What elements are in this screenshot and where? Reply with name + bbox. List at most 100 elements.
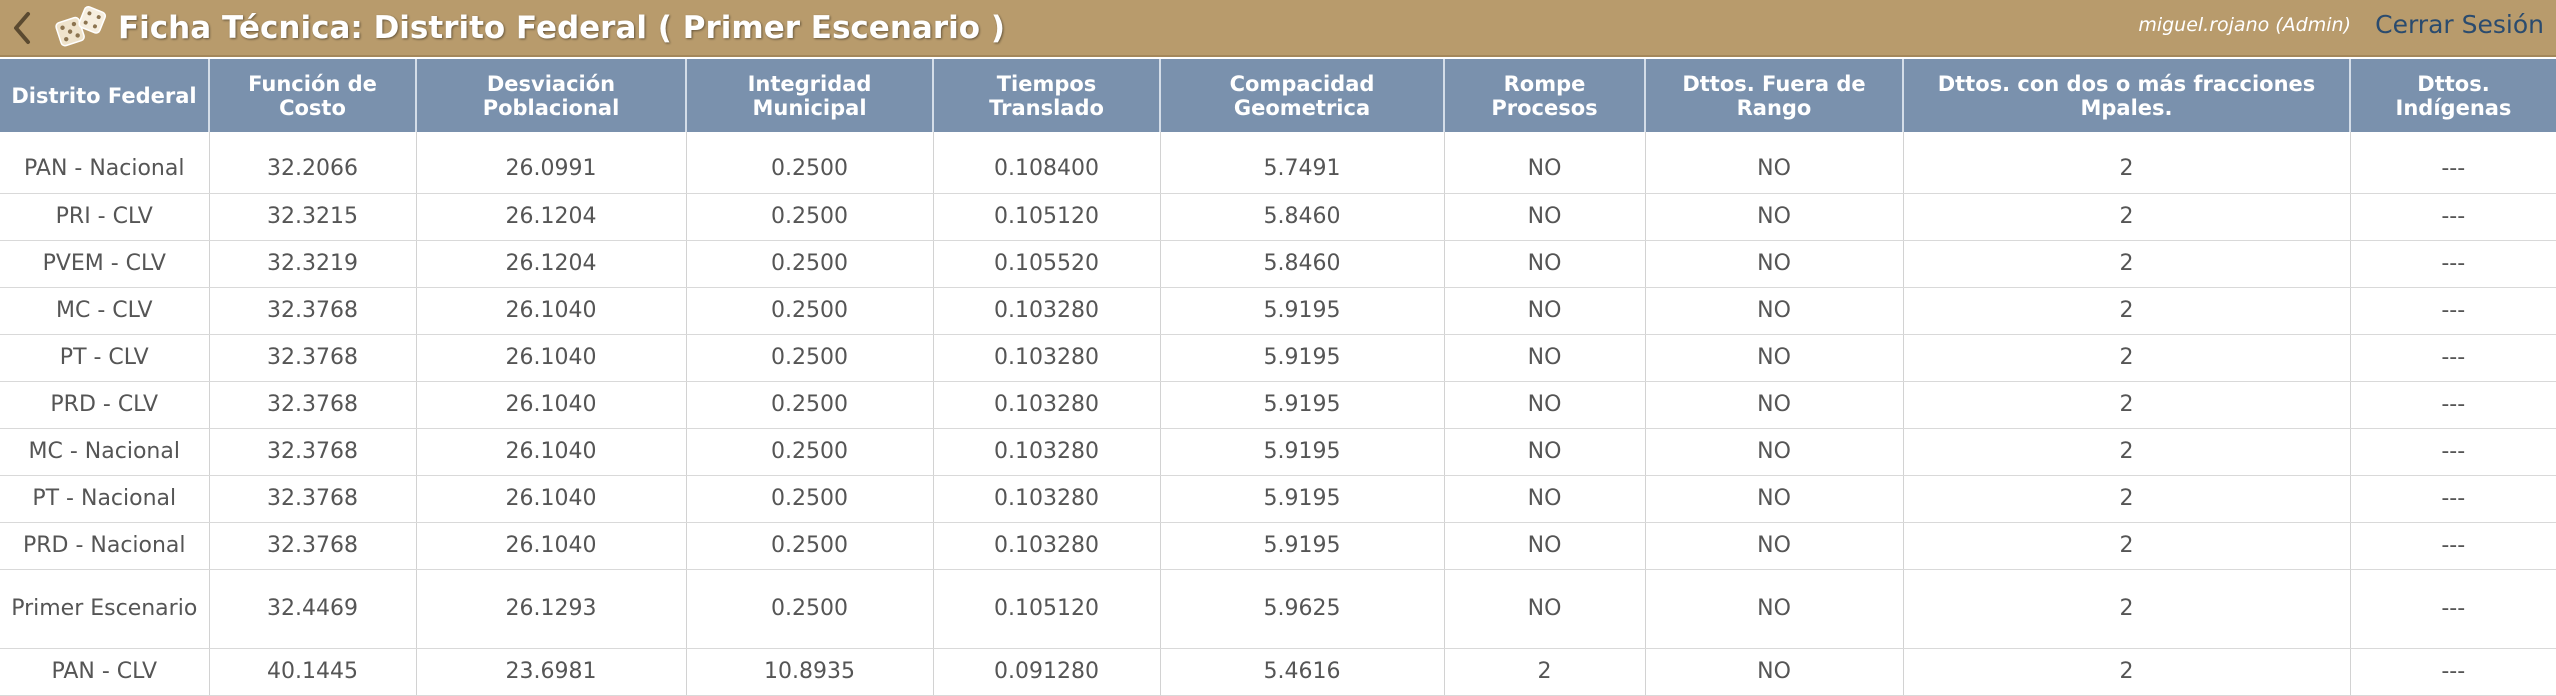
table-cell: PRD - CLV — [0, 381, 210, 429]
table-cell: NO — [1645, 240, 1904, 288]
table-row[interactable]: PRD - Nacional 32.3768 26.1040 0.2500 0.… — [0, 522, 2556, 570]
table-cell: 0.2500 — [686, 287, 934, 335]
table-cell: PAN - Nacional — [0, 132, 210, 194]
table-cell: 0.103280 — [933, 334, 1161, 382]
table-cell: 0.2500 — [686, 569, 934, 649]
table-cell: --- — [2350, 334, 2556, 382]
table-row[interactable]: PRI - CLV 32.3215 26.1204 0.2500 0.10512… — [0, 193, 2556, 241]
table-cell: 0.108400 — [933, 132, 1161, 194]
table-cell: NO — [1444, 381, 1646, 429]
user-label: miguel.rojano (Admin) — [2138, 14, 2351, 36]
table-cell: --- — [2350, 193, 2556, 241]
table-cell: NO — [1444, 287, 1646, 335]
table-cell: Primer Escenario — [0, 569, 210, 649]
column-header[interactable]: Desviación Poblacional — [416, 59, 687, 132]
table-cell: 26.1204 — [416, 193, 687, 241]
table-cell: --- — [2350, 287, 2556, 335]
column-header[interactable]: Dttos. Fuera de Rango — [1645, 59, 1904, 132]
table-cell: 5.9195 — [1160, 428, 1445, 476]
table-row[interactable]: Primer Escenario 32.4469 26.1293 0.2500 … — [0, 569, 2556, 649]
table-cell: MC - CLV — [0, 287, 210, 335]
table-cell: PT - CLV — [0, 334, 210, 382]
column-header[interactable]: Rompe Procesos — [1444, 59, 1646, 132]
table-row[interactable]: PT - Nacional 32.3768 26.1040 0.2500 0.1… — [0, 475, 2556, 523]
table-cell: NO — [1645, 569, 1904, 649]
table-cell: NO — [1645, 522, 1904, 570]
logout-link[interactable]: Cerrar Sesión — [2375, 10, 2544, 39]
table-cell: 26.1040 — [416, 522, 687, 570]
table-cell: --- — [2350, 132, 2556, 194]
back-button[interactable] — [4, 0, 40, 56]
table-row[interactable]: PT - CLV 32.3768 26.1040 0.2500 0.103280… — [0, 334, 2556, 382]
table-row[interactable]: MC - CLV 32.3768 26.1040 0.2500 0.103280… — [0, 287, 2556, 335]
column-header[interactable]: Dttos. con dos o más fracciones Mpales. — [1903, 59, 2351, 132]
table-cell: 32.2066 — [209, 132, 417, 194]
table-cell: 5.9195 — [1160, 287, 1445, 335]
table-cell: --- — [2350, 240, 2556, 288]
table-cell: 0.2500 — [686, 132, 934, 194]
table-cell: 0.103280 — [933, 475, 1161, 523]
table-row[interactable]: PAN - Nacional 32.2066 26.0991 0.2500 0.… — [0, 132, 2556, 194]
top-bar: Ficha Técnica: Distrito Federal ( Primer… — [0, 0, 2556, 57]
table-cell: 26.1040 — [416, 287, 687, 335]
column-header[interactable]: Integridad Municipal — [686, 59, 934, 132]
table-cell: 5.9625 — [1160, 569, 1445, 649]
table-cell: 0.2500 — [686, 522, 934, 570]
table-cell: NO — [1444, 193, 1646, 241]
table-cell: 2 — [1903, 428, 2351, 476]
table-cell: NO — [1444, 569, 1646, 649]
column-header[interactable]: Distrito Federal — [0, 59, 210, 132]
table-cell: 32.3768 — [209, 381, 417, 429]
table-header-row: Distrito Federal Función de Costo Desvia… — [0, 59, 2556, 132]
table-row[interactable]: PVEM - CLV 32.3219 26.1204 0.2500 0.1055… — [0, 240, 2556, 288]
table-cell: 32.3768 — [209, 287, 417, 335]
table-cell: NO — [1645, 475, 1904, 523]
table-cell: 32.4469 — [209, 569, 417, 649]
table-cell: 5.9195 — [1160, 381, 1445, 429]
table-cell: 2 — [1903, 334, 2351, 382]
table-cell: NO — [1444, 334, 1646, 382]
column-header[interactable]: Función de Costo — [209, 59, 417, 132]
table-cell: PRI - CLV — [0, 193, 210, 241]
table-cell: 5.7491 — [1160, 132, 1445, 194]
table-cell: 5.9195 — [1160, 334, 1445, 382]
table-cell: NO — [1444, 428, 1646, 476]
table-cell: 2 — [1903, 132, 2351, 194]
column-header[interactable]: Compacidad Geometrica — [1160, 59, 1445, 132]
table-cell: 26.0991 — [416, 132, 687, 194]
table-cell: 26.1204 — [416, 240, 687, 288]
column-header[interactable]: Tiempos Translado — [933, 59, 1161, 132]
table-cell: 32.3768 — [209, 334, 417, 382]
column-header[interactable]: Dttos. Indígenas — [2350, 59, 2556, 132]
table-cell: MC - Nacional — [0, 428, 210, 476]
table-cell: --- — [2350, 522, 2556, 570]
table-cell: NO — [1444, 522, 1646, 570]
table-cell: 0.2500 — [686, 381, 934, 429]
table-cell: 32.3768 — [209, 475, 417, 523]
table-cell: NO — [1645, 193, 1904, 241]
table-cell: PT - Nacional — [0, 475, 210, 523]
table-cell: 0.105120 — [933, 193, 1161, 241]
chevron-left-icon — [14, 11, 30, 44]
table-cell: 0.105120 — [933, 569, 1161, 649]
table-cell: NO — [1645, 428, 1904, 476]
table-cell: 5.8460 — [1160, 240, 1445, 288]
table-cell: 32.3768 — [209, 428, 417, 476]
table-cell: 2 — [1903, 287, 2351, 335]
table-cell: 0.105520 — [933, 240, 1161, 288]
table-cell: 0.103280 — [933, 287, 1161, 335]
table-row[interactable]: MC - Nacional 32.3768 26.1040 0.2500 0.1… — [0, 428, 2556, 476]
table-cell: 5.9195 — [1160, 475, 1445, 523]
table-cell: 26.1040 — [416, 334, 687, 382]
table-cell: 0.103280 — [933, 428, 1161, 476]
table-cell: 0.2500 — [686, 428, 934, 476]
table-cell: 2 — [1903, 193, 2351, 241]
table-cell: 5.8460 — [1160, 193, 1445, 241]
table-cell: NO — [1645, 334, 1904, 382]
technical-sheet-table: Distrito Federal Función de Costo Desvia… — [0, 59, 2556, 696]
table-cell: 0.103280 — [933, 522, 1161, 570]
table-cell: 32.3215 — [209, 193, 417, 241]
table-cell: 2 — [1903, 240, 2351, 288]
dice-logo-icon — [52, 3, 110, 53]
table-row[interactable]: PRD - CLV 32.3768 26.1040 0.2500 0.10328… — [0, 381, 2556, 429]
